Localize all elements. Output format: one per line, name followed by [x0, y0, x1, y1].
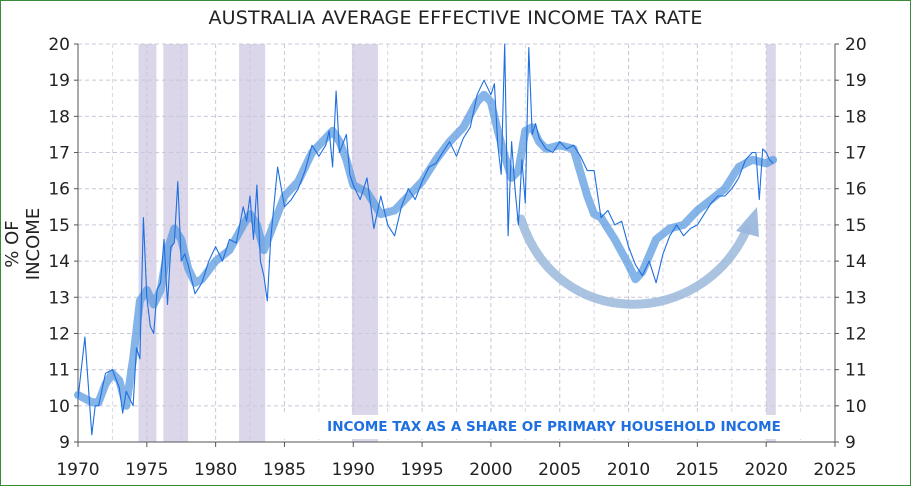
- y-tick-label-left: 13: [48, 288, 70, 308]
- x-tick-label: 1985: [263, 460, 306, 480]
- y-tick-label-right: 17: [845, 144, 867, 164]
- x-tick-label: 2015: [676, 460, 719, 480]
- annotation-text: INCOME TAX AS A SHARE OF PRIMARY HOUSEHO…: [327, 419, 781, 435]
- curved-arrow-head: [736, 207, 759, 237]
- x-tick-label: 2010: [607, 460, 650, 480]
- y-tick-label-right: 13: [845, 288, 867, 308]
- chart-title: AUSTRALIA AVERAGE EFFECTIVE INCOME TAX R…: [208, 7, 703, 29]
- y-tick-label-left: 11: [48, 361, 70, 381]
- y-tick-label-right: 10: [845, 397, 867, 417]
- y-tick-label-right: 14: [845, 252, 867, 272]
- y-tick-label-left: 16: [48, 180, 70, 200]
- y-tick-label-left: 10: [48, 397, 70, 417]
- y-tick-label-right: 19: [845, 71, 867, 91]
- x-tick-label: 1970: [56, 460, 99, 480]
- x-tick-label: 1980: [194, 460, 237, 480]
- curved-arrow: [516, 214, 752, 309]
- y-tick-label-left: 15: [48, 216, 70, 236]
- y-tick-label-right: 12: [845, 324, 867, 344]
- y-tick-label-left: 20: [48, 35, 70, 55]
- x-tick-label: 2005: [538, 460, 581, 480]
- y-tick-label-left: 12: [48, 324, 70, 344]
- y-tick-label-right: 18: [845, 107, 867, 127]
- x-tick-label: 1990: [332, 460, 375, 480]
- x-tick-label: 2020: [745, 460, 788, 480]
- annotation-background: [276, 415, 831, 439]
- y-tick-label-left: 18: [48, 107, 70, 127]
- y-tick-label-left: 9: [59, 433, 70, 453]
- y-tick-label-left: 14: [48, 252, 70, 272]
- x-tick-label: 2000: [469, 460, 512, 480]
- series-line-raw: [77, 43, 774, 436]
- recession-band: [766, 44, 776, 442]
- y-tick-label-right: 15: [845, 216, 867, 236]
- x-tick-label: 2025: [813, 460, 856, 480]
- x-tick-label: 1975: [125, 460, 168, 480]
- x-tick-label: 1995: [400, 460, 443, 480]
- y-tick-label-left: 19: [48, 71, 70, 91]
- recession-band: [138, 44, 157, 442]
- recession-band: [351, 44, 379, 442]
- y-tick-label-right: 11: [845, 361, 867, 381]
- y-tick-label-right: 20: [845, 35, 867, 55]
- y-tick-label-left: 17: [48, 144, 70, 164]
- y-tick-label-right: 16: [845, 180, 867, 200]
- y-tick-label-right: 9: [845, 433, 856, 453]
